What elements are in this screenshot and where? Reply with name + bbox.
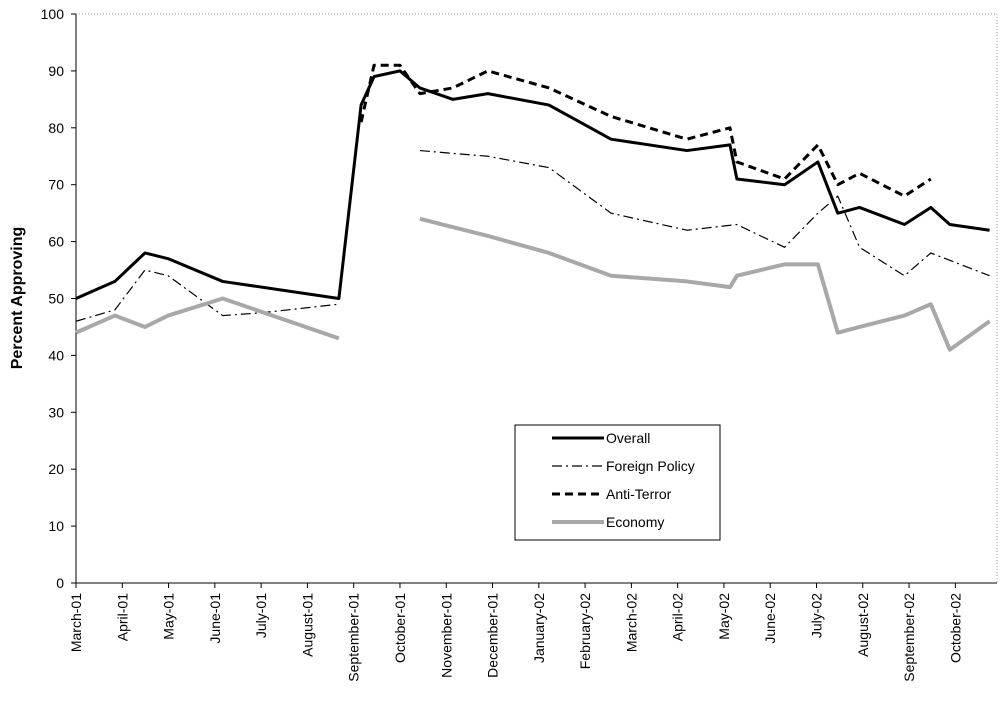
y-tick-label: 10 — [48, 518, 64, 534]
x-tick-label: June-02 — [762, 593, 778, 644]
y-tick-label: 20 — [48, 461, 64, 477]
y-tick-label: 100 — [41, 6, 65, 22]
x-tick-label: September-01 — [346, 593, 362, 682]
x-tick-label: April-01 — [114, 593, 130, 641]
x-tick-label: May-01 — [161, 593, 177, 640]
x-tick-label: June-01 — [207, 593, 223, 644]
x-tick-label: August-01 — [299, 593, 315, 657]
y-tick-label: 80 — [48, 120, 64, 136]
x-tick-label: April-02 — [670, 593, 686, 641]
x-tick-label: August-02 — [855, 593, 871, 657]
y-tick-label: 70 — [48, 177, 64, 193]
y-axis-label: Percent Approving — [9, 227, 26, 370]
x-tick-label: March-02 — [623, 593, 639, 652]
x-tick-label: November-01 — [438, 593, 454, 678]
series-line — [359, 63, 932, 198]
x-tick-label: October-02 — [947, 593, 963, 663]
x-tick-label: December-01 — [485, 593, 501, 678]
y-tick-label: 60 — [48, 234, 64, 250]
legend-label: Overall — [606, 430, 650, 446]
series-line — [75, 69, 990, 300]
x-tick-label: October-01 — [392, 593, 408, 663]
legend-label: Economy — [606, 514, 664, 530]
x-tick-label: February-02 — [577, 593, 593, 669]
x-tick-label: July-01 — [253, 593, 269, 638]
y-tick-label: 30 — [48, 404, 64, 420]
legend-label: Anti-Terror — [606, 486, 672, 502]
x-tick-label: September-02 — [901, 593, 917, 682]
y-tick-label: 90 — [48, 63, 64, 79]
x-tick-label: March-01 — [68, 593, 84, 652]
x-tick-label: July-02 — [809, 593, 825, 638]
x-tick-label: January-02 — [531, 593, 547, 663]
legend-label: Foreign Policy — [606, 458, 695, 474]
x-tick-label: May-02 — [716, 593, 732, 640]
y-tick-label: 40 — [48, 347, 64, 363]
y-tick-label: 0 — [56, 575, 64, 591]
series-line — [75, 216, 991, 352]
legend-box — [514, 424, 721, 541]
y-tick-label: 50 — [48, 291, 64, 307]
